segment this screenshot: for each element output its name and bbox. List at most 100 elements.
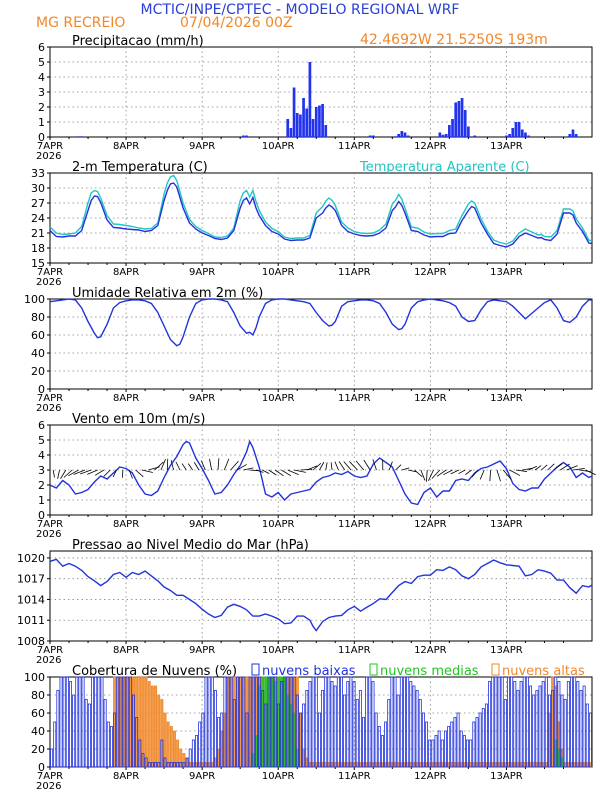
cloud-low-bar: [321, 690, 325, 768]
cloud-low-bar: [396, 694, 400, 768]
cloud-low-bar: [336, 676, 340, 768]
cloud-low-bar: [163, 757, 167, 768]
precip-bar: [400, 131, 404, 137]
cloud-low-bar: [582, 685, 586, 768]
legend-swatch: [369, 663, 378, 676]
cloud-low-bar: [166, 762, 170, 768]
precip-bar: [514, 122, 518, 137]
cloud-low-bar: [488, 681, 492, 768]
cloud-low-bar: [56, 690, 60, 768]
x-tick-label: 11APR: [338, 645, 371, 656]
cloud-low-bar: [283, 676, 287, 768]
cloud-low-bar: [286, 676, 290, 768]
cloud-low-bar: [81, 676, 85, 768]
cloud-low-bar: [198, 721, 202, 768]
x-tick-label: 11APR: [338, 519, 371, 530]
wind-vector: [334, 461, 339, 471]
cloud-low-bar: [541, 681, 545, 768]
y-tick-label: 80: [31, 311, 45, 324]
cloud-low-bar: [425, 721, 429, 768]
cloud-low-bar: [236, 676, 239, 768]
wind-vector: [355, 460, 365, 471]
wind-vector: [388, 461, 393, 471]
cloud-low-bar: [302, 703, 306, 768]
cloud-low-bar: [242, 676, 246, 768]
cloud-low-bar: [456, 712, 460, 768]
cloud-high-bar: [169, 726, 173, 768]
wind-vector: [566, 465, 578, 471]
x-tick-label: 13APR: [490, 141, 523, 152]
wind-vector: [79, 469, 92, 475]
cloud-low-bar: [513, 681, 517, 768]
y-tick-label: 27: [31, 197, 45, 210]
precip-bar: [368, 135, 372, 137]
panel-frame: [49, 550, 593, 642]
x-tick-label: 9APR: [189, 393, 215, 404]
wind-vector: [496, 469, 501, 482]
precip-bar: [568, 134, 572, 137]
precip-bar: [444, 134, 448, 137]
wind-vector: [489, 469, 491, 482]
cloud-low-bar: [223, 676, 227, 768]
x-tick-label: 7APR: [37, 141, 63, 152]
cloud-low-bar: [466, 739, 470, 768]
y-tick-label: 30: [31, 182, 45, 195]
cloud-low-bar: [462, 735, 466, 768]
wind-line: [49, 439, 593, 506]
x-tick-label: 10APR: [262, 645, 295, 656]
wind-vector: [68, 469, 79, 477]
x-tick-label: 8APR: [113, 771, 139, 782]
panel-0: 0 1 2 3 4 5 6 7APR 8APR 9APR 10APR 11APR 12APR 13APR 2…: [36, 34, 593, 162]
cloud-low-bar: [450, 721, 454, 768]
year-label: 2026: [36, 277, 61, 288]
cloud-low-bar: [355, 699, 359, 768]
cloud-low-bar: [510, 676, 514, 768]
x-tick-label: 12APR: [414, 771, 447, 782]
cloud-low-bar: [377, 726, 381, 768]
cloud-low-bar: [535, 690, 539, 768]
cloud-low-bar: [50, 748, 54, 768]
precip-bar: [403, 132, 407, 137]
wind-vector: [255, 469, 264, 473]
cloud-low-bar: [308, 681, 312, 768]
y-tick-label: 4: [38, 71, 45, 84]
wind-vector: [300, 468, 313, 471]
cloud-low-bar: [245, 712, 249, 768]
y-tick-label: 2: [38, 479, 45, 492]
precip-bar: [438, 132, 442, 137]
cloud-low-bar: [182, 762, 186, 768]
cloud-low-bar: [276, 703, 280, 768]
precip-bar: [394, 136, 397, 137]
cloud-low-bar: [280, 681, 284, 768]
cloud-low-bar: [516, 690, 520, 768]
x-tick-label: 12APR: [414, 267, 447, 278]
cloud-low-bar: [406, 676, 410, 768]
cloud-high-bar: [144, 676, 148, 768]
cloud-low-bar: [327, 676, 331, 768]
panel-1: 15 18 21 24 27 30 33 7APR 8APR 9APR 10APR 11APR 12AP…: [31, 160, 593, 288]
legend-label: nuvens baixas: [262, 664, 356, 679]
x-tick-label: 12APR: [414, 393, 447, 404]
cloud-low-bar: [100, 676, 104, 768]
wind-vector: [572, 468, 585, 471]
wind-vector: [274, 469, 284, 477]
cloud-low-bar: [324, 676, 328, 768]
cloud-low-bar: [380, 735, 384, 768]
cloud-low-bar: [135, 717, 139, 768]
wind-vector: [426, 469, 428, 482]
cloud-low-bar: [453, 717, 457, 768]
wind-vector: [408, 469, 418, 473]
panel-4: 1008 1011 1014 1017 1020 7APR 8APR 9APR 10APR 11A…: [17, 538, 593, 666]
wind-vector: [443, 469, 453, 476]
series-label-apparent: Temperatura Aparente (C): [359, 160, 530, 175]
cloud-low-bar: [232, 699, 236, 768]
precip-bar: [517, 122, 521, 137]
wind-vector: [431, 469, 441, 479]
wind-vector: [60, 469, 67, 479]
wind-vector: [52, 469, 55, 478]
cloud-low-bar: [84, 699, 88, 768]
cloud-low-bar: [116, 676, 120, 768]
cloud-low-bar: [160, 739, 164, 768]
x-tick-label: 7APR: [37, 393, 63, 404]
